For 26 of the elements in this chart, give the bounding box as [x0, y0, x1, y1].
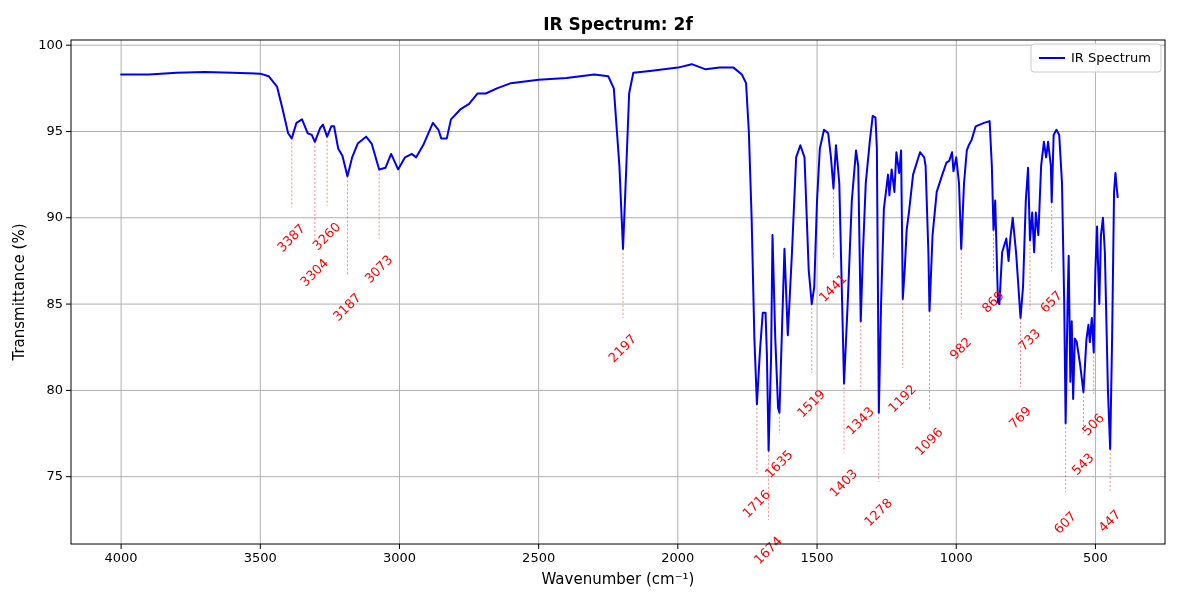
y-tick-label: 95 — [46, 122, 63, 138]
annotation: 869 — [978, 287, 1007, 316]
annotation: 769 — [1005, 403, 1034, 432]
x-tick-label: 3500 — [243, 550, 277, 565]
x-tick-label: 2500 — [522, 550, 556, 565]
annotation: 982 — [946, 334, 975, 363]
annotation: 447 — [1095, 506, 1124, 535]
x-tick-label: 500 — [1082, 550, 1108, 565]
x-tick-label: 3000 — [382, 550, 417, 565]
annotation: 657 — [1036, 287, 1066, 316]
y-tick-label: 85 — [46, 295, 63, 311]
y-tick-label: 75 — [46, 468, 63, 484]
y-tick-label: 80 — [46, 381, 63, 397]
annotation: 543 — [1068, 449, 1097, 478]
chart-title: IR Spectrum: 2f — [543, 14, 694, 34]
annotation: 733 — [1015, 325, 1044, 354]
annotation: 607 — [1050, 508, 1079, 537]
x-tick-label: 4000 — [104, 550, 138, 565]
x-tick-label: 1000 — [939, 550, 973, 565]
x-axis-title: Wavenumber (cm⁻¹) — [541, 570, 695, 588]
y-tick-label: 100 — [38, 36, 63, 52]
x-tick-label: 1500 — [800, 550, 834, 565]
x-tick-label: 2000 — [661, 550, 695, 565]
legend-label: IR Spectrum — [1071, 49, 1151, 65]
y-tick-label: 90 — [46, 209, 63, 225]
y-axis-title: Transmittance (%) — [10, 223, 28, 362]
